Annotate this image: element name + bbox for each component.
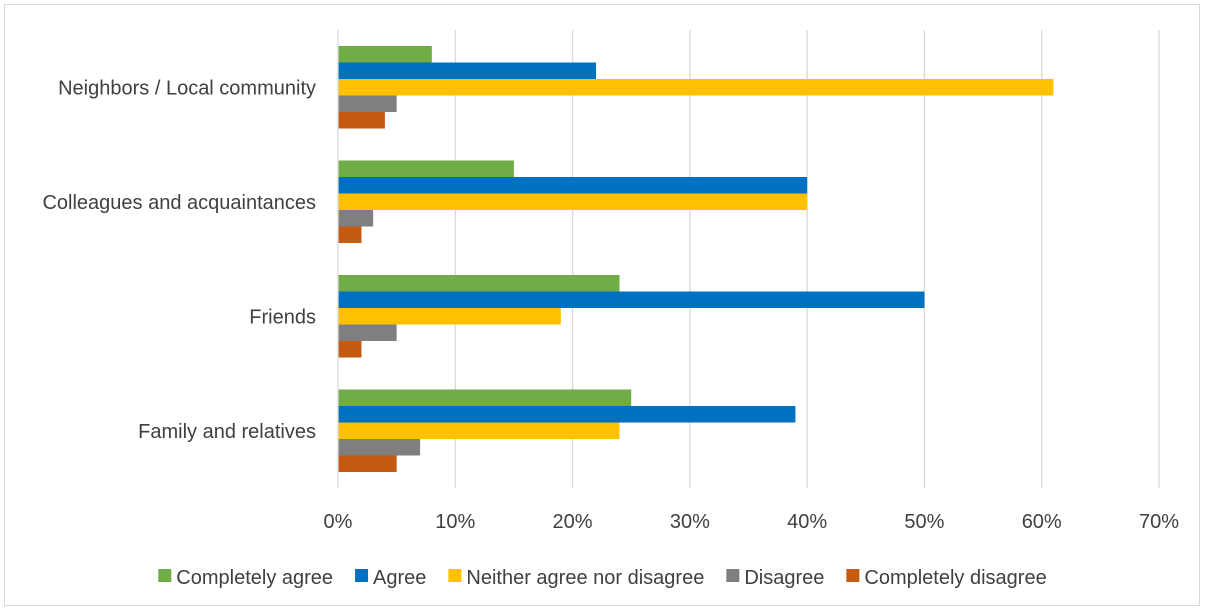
legend-swatch — [355, 569, 369, 582]
category-label: Neighbors / Local community — [58, 77, 316, 99]
bar — [338, 422, 620, 439]
tick-label: 0% — [324, 511, 353, 533]
legend-label: Agree — [373, 567, 426, 589]
category-label: Family and relatives — [138, 421, 316, 443]
legend-label: Completely agree — [176, 567, 333, 589]
tick-labels: 0% 10% 20% 30% 40% 50% 60% 70% — [324, 511, 1180, 533]
category-labels: Family and relatives Friends Colleagues an… — [42, 77, 316, 443]
bar — [338, 406, 796, 423]
tick-label: 10% — [435, 511, 475, 533]
bar — [338, 308, 561, 325]
legend: Completely agree Agree Neither agree nor d… — [158, 567, 1047, 589]
bar — [338, 226, 362, 243]
tick-label: 30% — [670, 511, 710, 533]
bar — [338, 193, 808, 210]
bars — [338, 46, 1054, 472]
legend-swatch — [448, 569, 462, 582]
tick-label: 20% — [553, 511, 593, 533]
bar — [338, 210, 374, 227]
bar — [338, 341, 362, 358]
legend-label: Completely disagree — [864, 567, 1046, 589]
bar — [338, 112, 385, 129]
tick-label: 60% — [1022, 511, 1062, 533]
bar — [338, 275, 620, 292]
tick-label: 50% — [904, 511, 944, 533]
legend-swatch — [158, 569, 172, 582]
bar — [338, 79, 1054, 96]
category-label: Friends — [249, 306, 316, 328]
bar — [338, 46, 432, 63]
bar — [338, 177, 808, 194]
bar — [338, 389, 632, 406]
tick-label: 40% — [787, 511, 827, 533]
legend-label: Neither agree nor disagree — [466, 567, 704, 589]
legend-label: Disagree — [744, 567, 824, 589]
bar — [338, 95, 397, 112]
legend-swatch — [726, 569, 740, 582]
bar — [338, 455, 397, 472]
category-label: Colleagues and acquaintances — [42, 192, 316, 214]
legend-swatch — [846, 569, 860, 582]
tick-label: 70% — [1139, 511, 1179, 533]
bar — [338, 291, 925, 308]
bar — [338, 160, 514, 177]
bar — [338, 62, 597, 79]
bar — [338, 324, 397, 341]
bar — [338, 439, 421, 456]
